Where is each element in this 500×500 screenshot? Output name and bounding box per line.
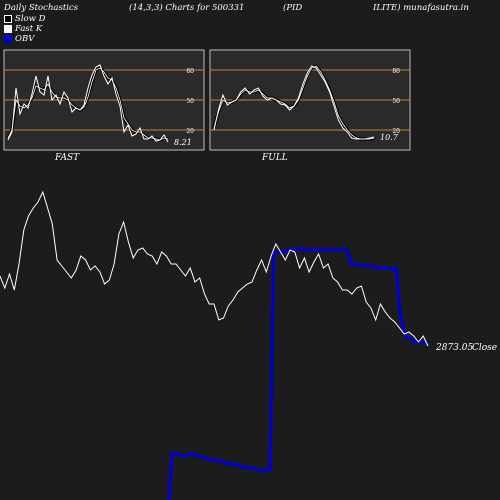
chart-title: Daily Stochastics	[4, 3, 79, 13]
close-last-value: 2873.05	[435, 343, 473, 353]
obv-line	[167, 246, 429, 500]
fast-panel-label: FAST	[55, 153, 80, 163]
full-ytick-20: 20	[392, 128, 400, 135]
close-series-label: Close	[472, 343, 497, 353]
full-ytick-80: 80	[392, 68, 400, 75]
stock-name-part1: (PID	[283, 3, 303, 13]
fast-fast-k-line	[7, 64, 169, 143]
legend-swatch-fast-k	[4, 25, 12, 33]
close-line	[0, 190, 429, 347]
fast-ytick-50: 50	[186, 98, 194, 105]
legend-swatch-slow-d	[4, 15, 12, 23]
fast-ytick-20: 20	[186, 128, 194, 135]
legend-swatch-obv	[4, 35, 12, 43]
legend-label-fast-k: Fast K	[15, 24, 43, 34]
legend-label-obv: OBV	[15, 34, 35, 44]
fast-ytick-80: 80	[186, 68, 194, 75]
legend-fast-k: Fast K	[4, 24, 42, 34]
legend-slow-d: Slow D	[4, 14, 45, 24]
fast-last-value: 8.21	[174, 138, 192, 147]
site-name: ILITE) munafasutra.in	[373, 3, 469, 13]
full-last-value: 10.7	[380, 133, 399, 142]
full-fast-k-line	[213, 65, 375, 140]
legend-label-slow-d: Slow D	[15, 14, 46, 24]
legend-obv: OBV	[4, 34, 34, 44]
full-panel-label: FULL	[262, 153, 288, 163]
full-ytick-50: 50	[392, 98, 400, 105]
chart-params: (14,3,3) Charts for 500331	[129, 3, 245, 13]
